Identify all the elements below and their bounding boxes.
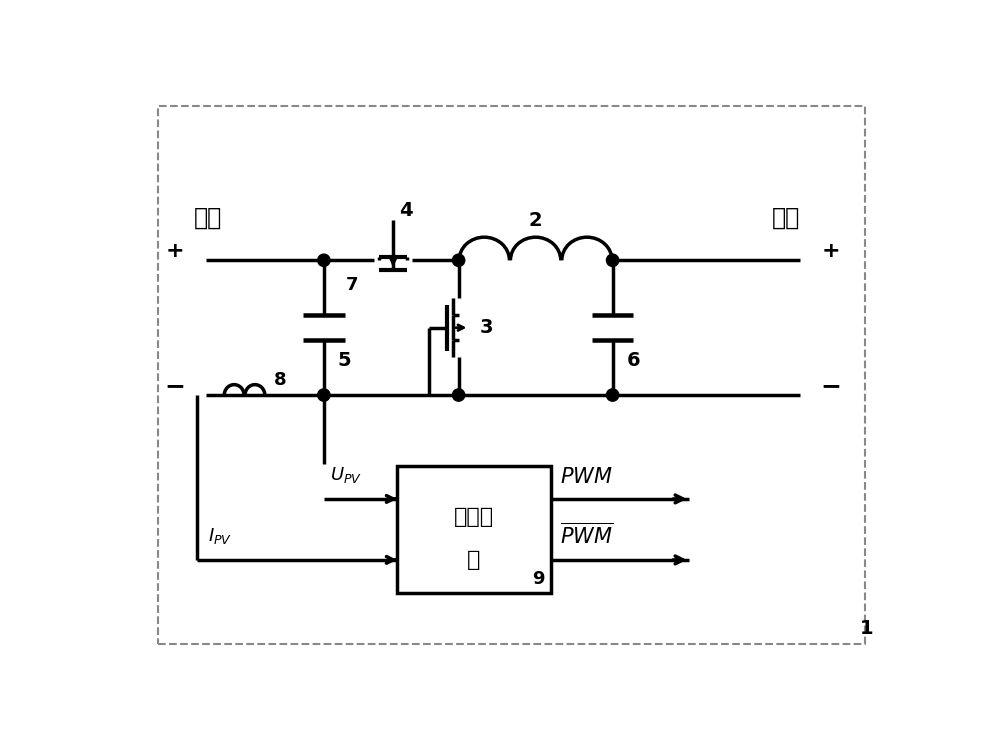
Circle shape	[606, 389, 619, 401]
Text: 元: 元	[467, 550, 481, 570]
Text: 5: 5	[338, 351, 351, 369]
Text: 7: 7	[345, 276, 358, 294]
Text: +: +	[821, 241, 840, 261]
Text: 4: 4	[399, 201, 413, 220]
Circle shape	[452, 254, 465, 267]
Circle shape	[606, 254, 619, 267]
Text: −: −	[165, 374, 186, 398]
Text: +: +	[166, 241, 185, 261]
Text: 8: 8	[274, 371, 286, 388]
Text: 输出: 输出	[772, 206, 800, 230]
Bar	[397, 466, 551, 593]
Text: $PWM$: $PWM$	[560, 467, 613, 487]
Text: 2: 2	[529, 211, 542, 230]
Text: $U_{PV}$: $U_{PV}$	[330, 465, 362, 485]
Circle shape	[318, 389, 330, 401]
Text: 1: 1	[860, 619, 874, 638]
Text: 控制单: 控制单	[454, 507, 494, 526]
Circle shape	[452, 389, 465, 401]
Text: 9: 9	[532, 569, 545, 587]
Text: −: −	[820, 374, 841, 398]
Circle shape	[318, 254, 330, 267]
Text: 输入: 输入	[194, 206, 222, 230]
Text: $\overline{PWM}$: $\overline{PWM}$	[560, 523, 613, 548]
Text: 3: 3	[480, 318, 494, 337]
Text: $I_{PV}$: $I_{PV}$	[208, 526, 233, 546]
Text: 6: 6	[626, 351, 640, 369]
